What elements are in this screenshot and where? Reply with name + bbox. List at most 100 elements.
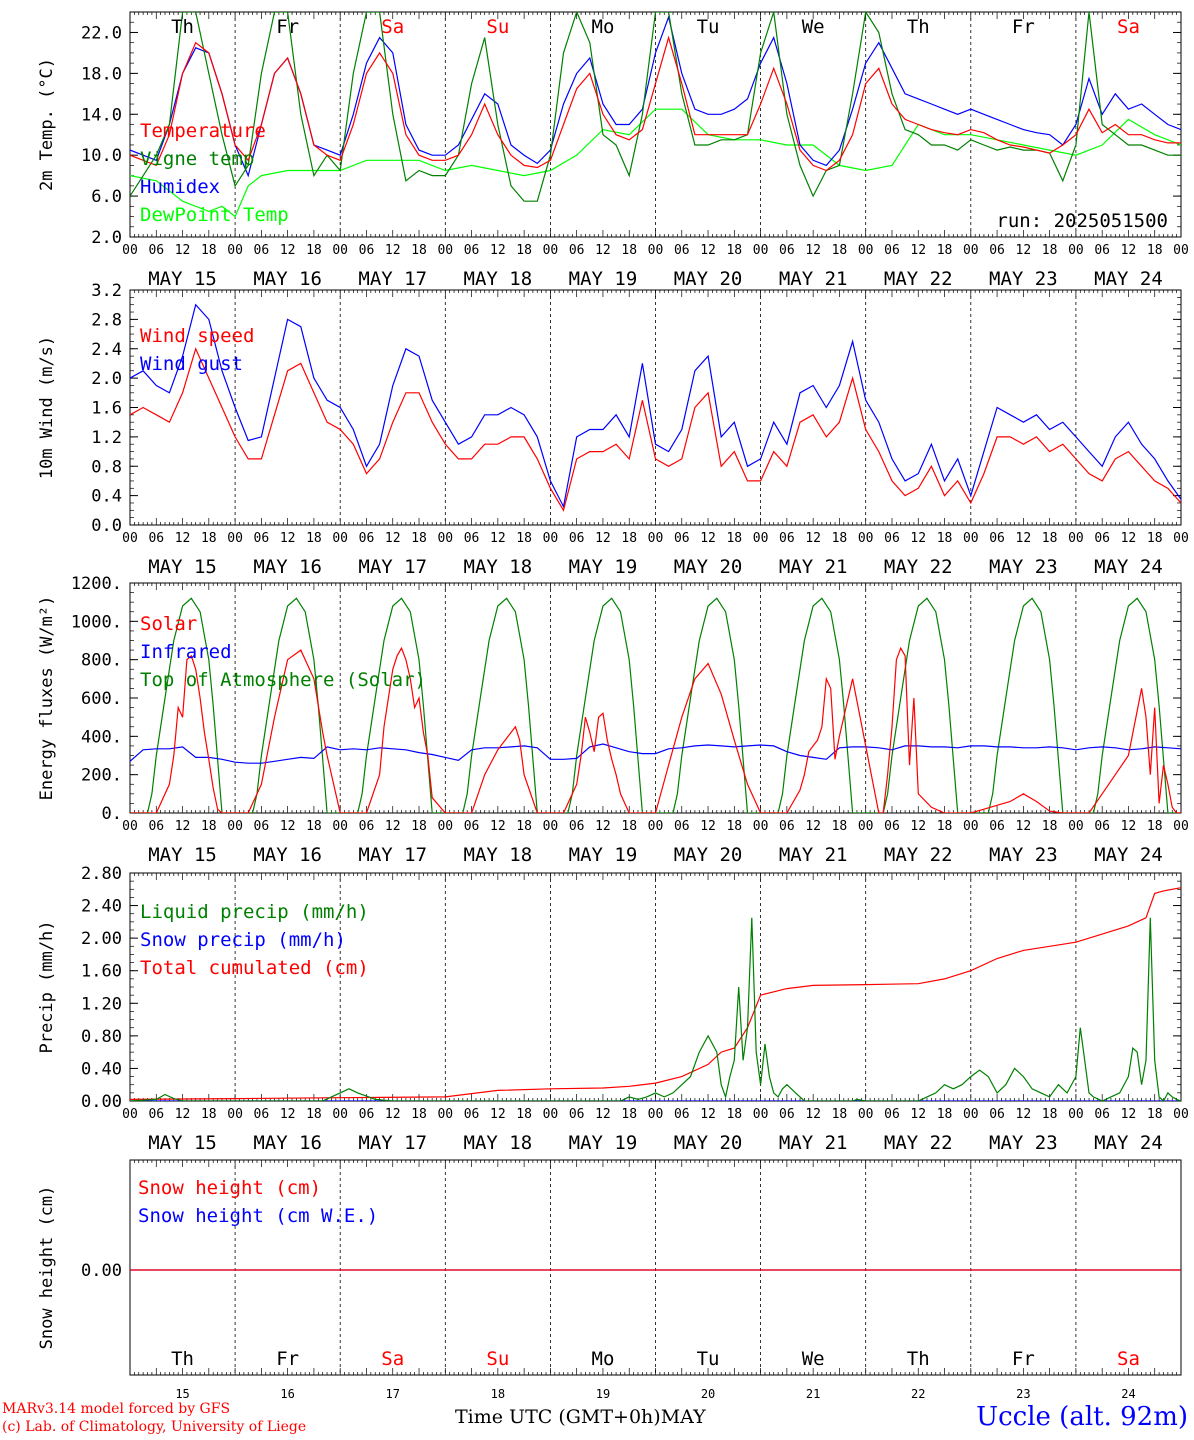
legend-entry: Wind speed	[140, 325, 254, 347]
y-tick-label: 10.0	[81, 146, 122, 166]
y-tick-label: 0.00	[81, 1261, 122, 1281]
hour-tick-label: 00	[227, 1107, 243, 1122]
hour-tick-label: 06	[569, 1107, 585, 1122]
hour-tick-label: 18	[937, 819, 953, 834]
hour-tick-label: 12	[700, 1107, 716, 1122]
y-tick-label: 1000.	[71, 612, 122, 632]
hour-tick-label: 06	[674, 243, 690, 258]
hour-tick-label: 12	[280, 531, 296, 546]
hour-tick-label: 12	[910, 819, 926, 834]
hour-tick-label: 12	[1121, 1107, 1137, 1122]
hour-tick-label: 12	[700, 819, 716, 834]
hour-tick-label: 06	[254, 531, 270, 546]
hour-tick-label: 12	[1121, 243, 1137, 258]
hour-tick-label: 12	[805, 1107, 821, 1122]
hour-tick-label: 12	[490, 819, 506, 834]
date-label: MAY 16	[253, 844, 322, 866]
date-label: MAY 19	[569, 844, 638, 866]
hour-tick-label: 06	[148, 531, 164, 546]
date-label: MAY 22	[884, 268, 953, 290]
day-number-label: 15	[175, 1387, 189, 1401]
weekday-label: Sa	[1117, 16, 1140, 38]
series-line	[130, 887, 1181, 1101]
hour-tick-label: 00	[1173, 531, 1189, 546]
hour-tick-label: 06	[464, 531, 480, 546]
date-label: MAY 23	[989, 844, 1058, 866]
day-number-label: 22	[911, 1387, 925, 1401]
hour-tick-label: 00	[648, 243, 664, 258]
hour-tick-label: 12	[805, 819, 821, 834]
hour-tick-label: 06	[359, 1107, 375, 1122]
hour-tick-label: 00	[122, 819, 138, 834]
hour-tick-label: 00	[543, 243, 559, 258]
hour-tick-label: 12	[385, 819, 401, 834]
hour-tick-label: 06	[989, 1107, 1005, 1122]
hour-tick-label: 00	[227, 243, 243, 258]
hour-tick-label: 06	[1094, 819, 1110, 834]
date-label: MAY 18	[464, 268, 533, 290]
hour-tick-label: 12	[490, 243, 506, 258]
y-tick-label: 1.60	[81, 962, 122, 982]
day-number-label: 16	[280, 1387, 294, 1401]
date-label: MAY 24	[1094, 844, 1163, 866]
hour-tick-label: 00	[858, 1107, 874, 1122]
hour-tick-label: 00	[543, 531, 559, 546]
hour-tick-label: 12	[385, 243, 401, 258]
date-label: MAY 20	[674, 1132, 743, 1154]
day-number-label: 23	[1016, 1387, 1030, 1401]
date-label: MAY 17	[358, 268, 427, 290]
hour-tick-label: 06	[148, 243, 164, 258]
hour-tick-label: 12	[280, 1107, 296, 1122]
y-tick-label: 400.	[81, 727, 122, 747]
hour-tick-label: 12	[490, 1107, 506, 1122]
hour-tick-label: 18	[937, 1107, 953, 1122]
hour-tick-label: 00	[1173, 243, 1189, 258]
hour-tick-label: 00	[437, 531, 453, 546]
weekday-label: Tu	[697, 1348, 720, 1370]
hour-tick-label: 06	[989, 819, 1005, 834]
y-tick-label: 0.0	[91, 516, 122, 536]
hour-tick-label: 12	[595, 531, 611, 546]
legend-entry: Liquid precip (mm/h)	[140, 901, 369, 923]
station-label: Uccle (alt. 92m)	[976, 1402, 1188, 1432]
hour-tick-label: 18	[832, 1107, 848, 1122]
y-tick-label: 0.40	[81, 1059, 122, 1079]
date-label: MAY 22	[884, 556, 953, 578]
date-label: MAY 16	[253, 556, 322, 578]
date-label: MAY 24	[1094, 1132, 1163, 1154]
series-line	[130, 12, 1181, 202]
hour-tick-label: 18	[832, 819, 848, 834]
date-label: MAY 18	[464, 844, 533, 866]
hour-tick-label: 18	[621, 243, 637, 258]
hour-tick-label: 12	[1016, 1107, 1032, 1122]
hour-tick-label: 06	[884, 819, 900, 834]
hour-tick-label: 00	[332, 819, 348, 834]
hour-tick-label: 12	[805, 531, 821, 546]
hour-tick-label: 00	[648, 1107, 664, 1122]
hour-tick-label: 18	[516, 531, 532, 546]
weekday-label: Sa	[1117, 1348, 1140, 1370]
series-line	[130, 303, 1181, 509]
hour-tick-label: 00	[963, 819, 979, 834]
hour-tick-label: 00	[1068, 1107, 1084, 1122]
legend-entry: Humidex	[140, 176, 220, 198]
weekday-label: We	[802, 1348, 825, 1370]
y-tick-label: 2.0	[91, 369, 122, 389]
legend-entry: Infrared	[140, 641, 232, 663]
run-label: run: 2025051500	[996, 210, 1168, 232]
weekday-label: We	[802, 16, 825, 38]
hour-tick-label: 18	[832, 531, 848, 546]
hour-tick-label: 18	[306, 819, 322, 834]
hour-tick-label: 12	[280, 243, 296, 258]
date-label: MAY 17	[358, 556, 427, 578]
y-axis-label: Precip (mm/h)	[37, 920, 57, 1053]
hour-tick-label: 18	[621, 1107, 637, 1122]
date-label: MAY 22	[884, 1132, 953, 1154]
hour-tick-label: 18	[1147, 531, 1163, 546]
hour-tick-label: 18	[1042, 531, 1058, 546]
hour-tick-label: 00	[648, 819, 664, 834]
date-label: MAY 16	[253, 1132, 322, 1154]
y-tick-label: 0.8	[91, 457, 122, 477]
hour-tick-label: 12	[1016, 531, 1032, 546]
